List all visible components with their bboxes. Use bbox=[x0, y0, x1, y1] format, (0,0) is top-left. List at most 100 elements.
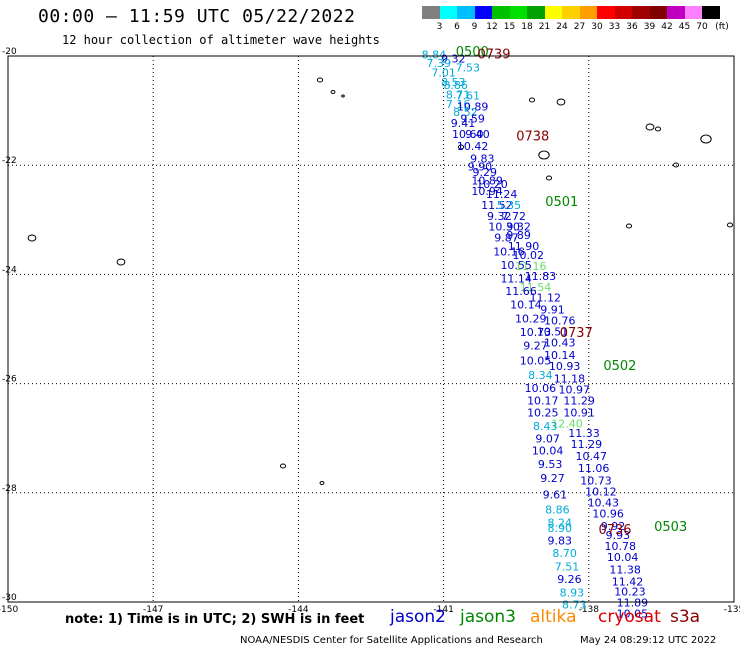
wave-height-label: 11.66 bbox=[505, 285, 537, 298]
island-outline bbox=[279, 463, 287, 469]
wave-height-label: 12.40 bbox=[551, 417, 583, 430]
wave-height-label: 10.55 bbox=[500, 259, 532, 272]
wave-height-label: 8.84 bbox=[422, 49, 447, 62]
main-title: 00:00 – 11:59 UTC 05/22/2022 bbox=[38, 6, 356, 27]
wave-height-label: 7.51 bbox=[555, 560, 580, 573]
wave-height-label: 10.43 bbox=[544, 336, 576, 349]
wave-height-label: 10.05 bbox=[617, 607, 649, 620]
island-outline bbox=[116, 258, 126, 266]
wave-height-label: 10.29 bbox=[515, 312, 547, 325]
wave-height-label: 9.92 bbox=[601, 520, 626, 533]
wave-height-label: 10.17 bbox=[527, 394, 559, 407]
wave-height-label: 9.83 bbox=[548, 535, 573, 548]
wave-height-label: 10.16 bbox=[493, 245, 525, 258]
color-scale-label: 6 bbox=[454, 22, 460, 32]
wave-height-label: 8.43 bbox=[533, 420, 558, 433]
color-scale-swatch bbox=[509, 6, 527, 19]
wave-height-label: 9.90 bbox=[468, 161, 493, 174]
wave-height-label: 10.14 bbox=[544, 349, 576, 362]
island-outline bbox=[341, 94, 345, 98]
wave-height-label: 10.02 bbox=[513, 249, 545, 262]
wave-height-label: 8.53 bbox=[441, 76, 466, 89]
pass-time-label: 0738 bbox=[516, 130, 549, 145]
wave-height-label: 10.89 bbox=[471, 174, 503, 187]
wave-height-label: 11.24 bbox=[486, 188, 518, 201]
wave-height-label: 10.89 bbox=[457, 101, 489, 114]
wave-height-label: 10.96 bbox=[592, 507, 624, 520]
color-scale-swatch bbox=[684, 6, 702, 19]
wave-height-label: 9.91 bbox=[540, 304, 565, 317]
wave-height-label: 10.05 bbox=[520, 354, 552, 367]
wave-height-label: 9.32 bbox=[487, 210, 512, 223]
island-outline bbox=[645, 123, 655, 131]
island-outline bbox=[319, 481, 325, 485]
wave-height-label: 10.97 bbox=[559, 383, 591, 396]
wave-height-label: 8.86 bbox=[545, 504, 570, 517]
y-tick-label: -24 bbox=[2, 265, 17, 275]
wave-height-label: 9.29 bbox=[472, 166, 497, 179]
wave-height-label: 10.51 bbox=[537, 326, 569, 339]
wave-height-label: 8.34 bbox=[528, 369, 553, 382]
legend-jason3: jason3 bbox=[460, 607, 516, 627]
x-tick-label: -147 bbox=[143, 605, 163, 615]
wave-height-label: 11.14 bbox=[500, 273, 532, 286]
color-scale-label: 21 bbox=[538, 22, 551, 32]
color-scale-label: 3 bbox=[436, 22, 443, 32]
y-tick-label: -22 bbox=[2, 156, 17, 166]
color-scale-swatch bbox=[562, 6, 580, 19]
wave-height-label: 8.86 bbox=[443, 79, 468, 92]
wave-height-label: 10.76 bbox=[544, 315, 576, 328]
color-scale-unit: (ft) bbox=[715, 22, 729, 32]
wave-height-label: 11.29 bbox=[563, 394, 595, 407]
wave-height-label: 7.72 bbox=[502, 210, 527, 223]
wave-height-label: 10.23 bbox=[614, 585, 646, 598]
wave-height-label: 10.04 bbox=[607, 551, 639, 564]
color-scale-swatch bbox=[544, 6, 562, 19]
color-scale-swatch bbox=[492, 6, 510, 19]
pass-time-label: 0736 bbox=[598, 523, 631, 538]
y-tick-label: -20 bbox=[2, 47, 17, 57]
wave-height-label: 9.27 bbox=[540, 472, 565, 485]
color-scale-label: 9 bbox=[471, 22, 478, 32]
y-tick-label: -28 bbox=[2, 484, 17, 494]
island-outline bbox=[700, 134, 712, 144]
color-scale-swatch bbox=[439, 6, 457, 19]
wave-height-label: 11.29 bbox=[571, 438, 603, 451]
color-scale-swatch bbox=[597, 6, 615, 19]
color-scale-label: 70 bbox=[696, 22, 708, 32]
wave-height-label: 8.71 bbox=[446, 89, 471, 102]
wave-height-label: 10.30 bbox=[488, 221, 520, 234]
wave-height-label: 7.53 bbox=[456, 61, 481, 74]
color-scale-swatch bbox=[474, 6, 492, 19]
wave-height-label: 9.93 bbox=[606, 529, 631, 542]
island-outline bbox=[316, 77, 324, 83]
wave-height-label: 5.35 bbox=[497, 199, 522, 212]
color-scale-label: 39 bbox=[643, 22, 656, 32]
wave-height-label: 10.47 bbox=[575, 450, 607, 463]
island-outline bbox=[654, 126, 662, 132]
grid-lines bbox=[8, 56, 734, 602]
wave-height-label: 9.32 bbox=[506, 221, 531, 234]
legend-cryosat: cryosat bbox=[598, 607, 661, 627]
wave-height-label: 7.61 bbox=[456, 90, 481, 103]
credit-line: NOAA/NESDIS Center for Satellite Applica… bbox=[240, 635, 543, 646]
wave-height-label: 9.59 bbox=[460, 113, 485, 126]
color-scale-label: 36 bbox=[626, 22, 638, 32]
color-scale-swatch bbox=[527, 6, 545, 19]
wave-height-label: 9.07 bbox=[535, 433, 560, 446]
header: 00:00 – 11:59 UTC 05/22/2022 12 hour col… bbox=[0, 0, 740, 55]
wave-height-label: 11.90 bbox=[508, 240, 540, 253]
x-tick-label: -141 bbox=[433, 605, 453, 615]
wave-height-label: 10.60 bbox=[452, 128, 484, 141]
wave-height-label: 8.24 bbox=[548, 517, 573, 530]
wave-height-label: 11.83 bbox=[525, 270, 557, 283]
wave-height-label: 7.16 bbox=[446, 98, 471, 111]
wave-height-label: 10.42 bbox=[457, 140, 489, 153]
wave-height-label: 10.93 bbox=[549, 360, 581, 373]
wave-height-label: 9.53 bbox=[538, 458, 563, 471]
wave-height-label: 8.52 bbox=[453, 106, 478, 119]
footer-note: note: 1) Time is in UTC; 2) SWH is in fe… bbox=[65, 612, 365, 627]
wave-height-label: 9.61 bbox=[543, 488, 568, 501]
pass-time-label: 0501 bbox=[545, 195, 578, 210]
color-scale-swatch bbox=[702, 6, 720, 19]
